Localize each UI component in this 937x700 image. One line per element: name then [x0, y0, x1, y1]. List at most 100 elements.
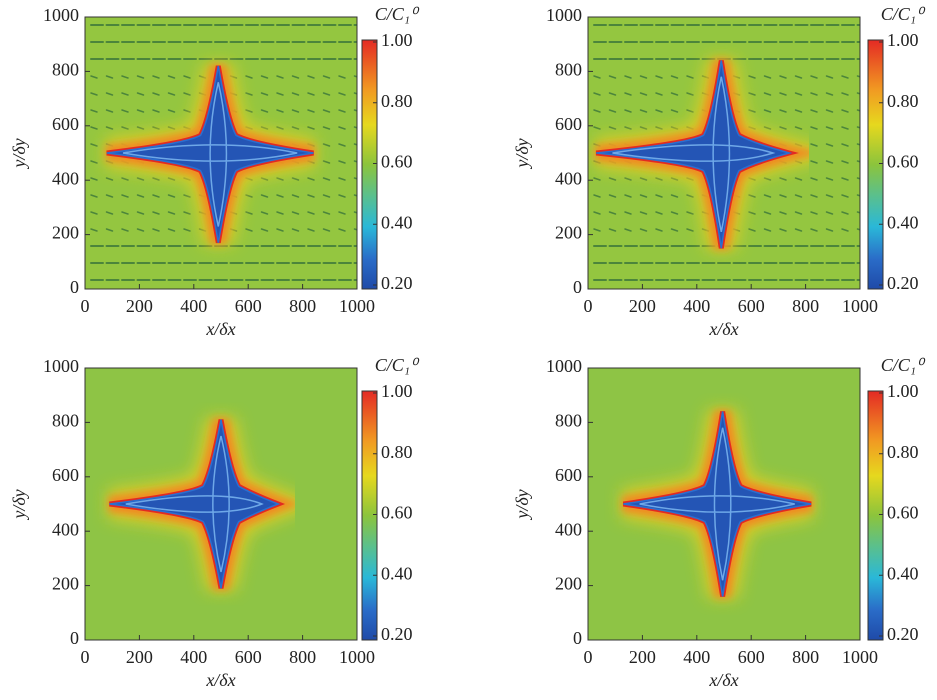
y-axis-label: y/δy: [512, 489, 532, 520]
flow-arrow: [121, 194, 129, 198]
flow-arrow: [338, 211, 346, 215]
y-axis-label: y/δy: [512, 138, 532, 169]
flow-arrow: [353, 228, 357, 231]
flow-arrow: [856, 160, 860, 163]
flow-arrow: [639, 211, 648, 215]
x-tick-label: 1000: [842, 296, 878, 316]
flow-arrow: [90, 194, 98, 198]
flow-arrow: [183, 228, 191, 232]
flow-arrow: [152, 211, 160, 215]
flow-arrow: [639, 228, 648, 232]
flow-arrow: [276, 75, 284, 79]
colorbar-tick-label: 0.80: [887, 91, 919, 111]
y-tick-label: 600: [52, 114, 79, 134]
x-tick-label: 800: [792, 296, 819, 316]
flow-arrow: [291, 211, 300, 215]
x-tick-label: 1000: [339, 296, 375, 316]
flow-arrow: [353, 160, 357, 163]
x-tick-label: 200: [629, 296, 656, 316]
flow-arrow: [608, 109, 617, 113]
flow-arrow: [276, 211, 284, 215]
flow-arrow: [245, 228, 253, 232]
flow-arrow: [593, 92, 601, 96]
flow-arrow: [779, 194, 787, 198]
flow-arrow: [353, 75, 357, 78]
flow-arrow: [624, 109, 632, 113]
field: [85, 368, 357, 640]
colorbar-tick-label: 1.00: [887, 30, 919, 50]
field: [85, 17, 357, 289]
flow-arrow: [90, 126, 98, 130]
flow-arrow: [670, 211, 679, 215]
flow-arrow: [825, 75, 834, 79]
y-axis-label: y/δy: [9, 489, 29, 520]
flow-arrow: [322, 228, 331, 232]
flow-arrow: [322, 92, 331, 96]
flow-arrow: [748, 211, 756, 215]
flow-arrow: [810, 109, 818, 113]
flow-arrow: [856, 126, 860, 129]
flow-arrow: [639, 75, 648, 79]
dendrite: [109, 419, 281, 589]
flow-arrow: [90, 92, 98, 96]
flow-arrow: [322, 211, 331, 215]
y-tick-label: 600: [555, 114, 582, 134]
flow-arrow: [856, 194, 860, 197]
flow-arrow: [291, 228, 300, 232]
flow-arrow: [121, 211, 129, 215]
flow-arrow: [825, 228, 834, 232]
x-tick-label: 0: [81, 296, 90, 316]
flow-arrow: [794, 92, 803, 96]
flow-arrow: [152, 228, 160, 232]
colorbar-title: C/C₁⁰: [375, 4, 420, 24]
flow-arrow: [121, 126, 129, 130]
flow-arrow: [763, 126, 772, 130]
flow-arrow: [338, 109, 346, 113]
flow-arrow: [307, 228, 315, 232]
flow-arrow: [763, 109, 772, 113]
flow-arrow: [105, 75, 114, 79]
flow-arrow: [779, 126, 787, 130]
flow-arrow: [856, 75, 860, 78]
colorbar-tick-label: 0.80: [887, 442, 919, 462]
colorbar-tick-label: 0.40: [887, 563, 919, 583]
flow-arrow: [763, 177, 772, 181]
flow-arrow: [655, 177, 663, 181]
plot-frame: [587, 16, 861, 290]
flow-arrow: [276, 109, 284, 113]
flow-arrow: [608, 75, 617, 79]
flow-arrow: [291, 109, 300, 113]
flow-arrow: [307, 75, 315, 79]
x-tick-label: 0: [81, 647, 90, 667]
flow-arrow: [593, 194, 601, 198]
flow-arrow: [183, 211, 191, 215]
flow-arrow: [276, 177, 284, 181]
flow-arrow: [338, 228, 346, 232]
flow-arrow: [748, 194, 756, 198]
flow-arrow: [136, 228, 145, 232]
dendrite: [596, 60, 793, 249]
y-tick-label: 600: [555, 465, 582, 485]
x-tick-label: 400: [180, 296, 207, 316]
flow-arrow: [136, 211, 145, 215]
flow-arrow: [810, 228, 818, 232]
flow-arrow: [338, 126, 346, 130]
flow-arrow: [639, 92, 648, 96]
x-tick-label: 800: [289, 647, 316, 667]
flow-arrow: [105, 211, 114, 215]
flow-arrow: [670, 109, 679, 113]
flow-arrow: [624, 75, 632, 79]
flow-arrow: [794, 228, 803, 232]
flow-arrow: [624, 228, 632, 232]
flow-arrow: [152, 177, 160, 181]
flow-arrow: [105, 194, 114, 198]
flow-arrow: [307, 211, 315, 215]
contour: [125, 435, 264, 573]
y-tick-label: 400: [52, 519, 79, 539]
flow-arrow: [670, 177, 679, 181]
flow-arrow: [167, 75, 176, 79]
flow-arrow: [825, 143, 834, 147]
y-tick-label: 1000: [43, 5, 79, 25]
flow-arrow: [841, 143, 849, 147]
